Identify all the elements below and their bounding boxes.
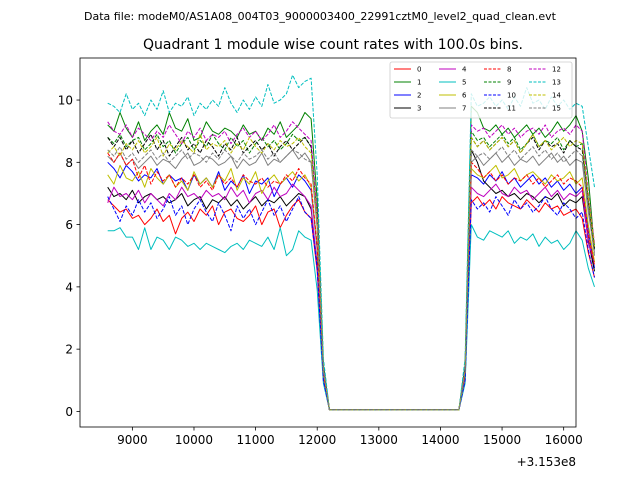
y-tick-label: 6	[65, 218, 73, 232]
legend-label-13: 13	[552, 79, 561, 87]
legend-label-10: 10	[507, 92, 516, 100]
y-tick-label: 10	[58, 94, 73, 108]
legend-label-2: 2	[417, 92, 421, 100]
plot-frame	[79, 57, 577, 428]
legend-label-3: 3	[417, 105, 421, 113]
chart-title: Quadrant 1 module wise count rates with …	[143, 37, 523, 53]
y-tick-label: 8	[65, 156, 73, 170]
x-tick-label: 10000	[175, 433, 213, 447]
legend-label-12: 12	[552, 66, 561, 74]
x-offset-label: +3.153e8	[517, 455, 576, 469]
y-tick-label: 4	[65, 280, 73, 294]
legend-label-5: 5	[462, 79, 466, 87]
x-tick-label: 15000	[483, 433, 521, 447]
legend-box	[389, 61, 573, 119]
legend-label-14: 14	[552, 92, 561, 100]
x-tick-label: 9000	[117, 433, 148, 447]
x-axis: 9000 10000 11000 12000 13000 14000 15000 16000	[117, 427, 583, 447]
x-tick-label: 11000	[237, 433, 275, 447]
legend-label-1: 1	[417, 79, 421, 87]
x-tick-label: 13000	[360, 433, 398, 447]
y-axis: 0 2 4 6 8 10	[58, 94, 80, 419]
legend-label-7: 7	[462, 105, 466, 113]
legend-label-11: 11	[507, 105, 516, 113]
suptitle: Data file: modeM0/AS1A08_004T03_90000034…	[84, 10, 557, 23]
x-tick-label: 14000	[421, 433, 459, 447]
legend-label-9: 9	[507, 79, 511, 87]
legend-label-0: 0	[417, 66, 421, 74]
legend-label-6: 6	[462, 92, 467, 100]
x-tick-label: 16000	[545, 433, 583, 447]
y-tick-label: 2	[65, 343, 73, 357]
legend-label-15: 15	[552, 105, 561, 113]
legend-label-4: 4	[462, 66, 467, 74]
legend-label-8: 8	[507, 66, 511, 74]
x-tick-label: 12000	[298, 433, 336, 447]
series-line-15	[107, 146, 595, 411]
series-lines	[107, 74, 595, 411]
y-tick-label: 0	[65, 405, 73, 419]
